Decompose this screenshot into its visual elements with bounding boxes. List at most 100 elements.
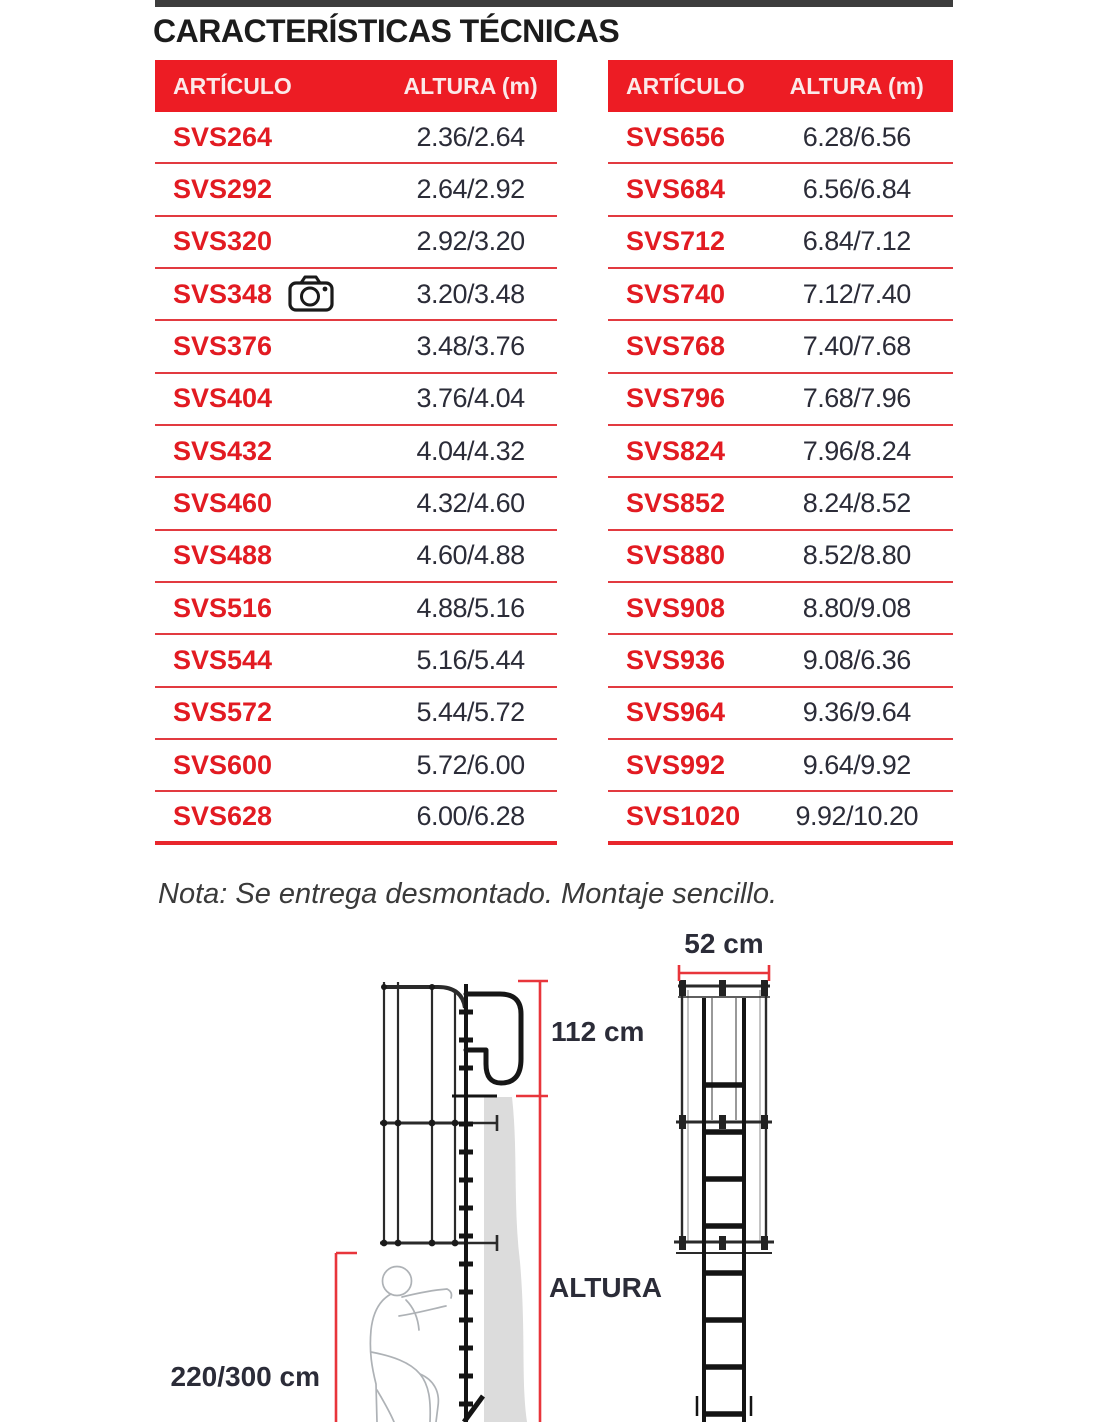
- table-row: SVS600 5.72/6.00: [155, 740, 557, 793]
- front-view-ladder: [695, 998, 753, 1422]
- article-cell: SVS964: [608, 697, 781, 728]
- table-body: SVS656 6.28/6.56 SVS684 6.56/6.84 SVS712…: [608, 112, 953, 845]
- article-cell: SVS516: [155, 593, 384, 624]
- table-header: ARTÍCULO ALTURA (m): [155, 60, 557, 112]
- row-height-value: 3.76/4.04: [416, 383, 526, 414]
- column-header-height: ALTURA (m): [789, 72, 924, 99]
- cage-connectors: [380, 984, 459, 1247]
- article-label: SVS320: [173, 226, 273, 257]
- spec-table-right: ARTÍCULO ALTURA (m) SVS656 6.28/6.56 SVS…: [608, 60, 953, 845]
- table-row: SVS852 8.24/8.52: [608, 478, 953, 531]
- table-row: SVS880 8.52/8.80: [608, 531, 953, 584]
- wall-shape: [484, 1097, 527, 1422]
- article-cell: SVS824: [608, 436, 781, 467]
- row-height-value: 6.00/6.28: [416, 801, 526, 832]
- article-label: SVS264: [173, 121, 273, 152]
- cage-width-label: 52 cm: [684, 928, 763, 959]
- row-height-value: 6.28/6.56: [802, 121, 912, 152]
- table-row: SVS796 7.68/7.96: [608, 374, 953, 427]
- row-height-value: 6.84/7.12: [802, 226, 912, 257]
- article-cell: SVS600: [155, 750, 384, 781]
- table-row: SVS628 6.00/6.28: [155, 792, 557, 845]
- article-label: SVS908: [626, 592, 726, 623]
- article-label: SVS516: [173, 592, 273, 623]
- article-label: SVS796: [626, 383, 726, 414]
- article-label: SVS740: [626, 278, 726, 309]
- article-label: SVS1020: [626, 801, 741, 832]
- article-label: SVS824: [626, 435, 726, 466]
- row-height-value: 2.36/2.64: [416, 121, 526, 152]
- table-body: SVS264 2.36/2.64 SVS292 2.64/2.92 SVS320…: [155, 112, 557, 845]
- article-label: SVS292: [173, 174, 273, 205]
- article-cell: SVS936: [608, 645, 781, 676]
- table-row: SVS908 8.80/9.08: [608, 583, 953, 636]
- table-row: SVS404 3.76/4.04: [155, 374, 557, 427]
- article-cell: SVS628: [155, 801, 384, 832]
- side-view-cage: [380, 982, 499, 1251]
- article-cell: SVS992: [608, 750, 781, 781]
- row-height-value: 7.40/7.68: [802, 331, 912, 362]
- row-height-value: 9.08/6.36: [802, 645, 912, 676]
- table-row: SVS712 6.84/7.12: [608, 217, 953, 270]
- top-rule: [155, 0, 953, 7]
- article-label: SVS376: [173, 331, 273, 362]
- table-row: SVS292 2.64/2.92: [155, 164, 557, 217]
- row-height-value: 7.96/8.24: [802, 435, 912, 466]
- row-height-value: 7.68/7.96: [802, 383, 912, 414]
- article-cell: SVS488: [155, 540, 384, 571]
- row-height-value: 4.88/5.16: [416, 592, 526, 623]
- side-view-ladder: [452, 984, 497, 1422]
- row-height-value: 4.60/4.88: [416, 540, 526, 571]
- article-label: SVS712: [626, 226, 726, 257]
- article-label: SVS992: [626, 749, 726, 780]
- article-label: SVS768: [626, 331, 726, 362]
- table-row: SVS320 2.92/3.20: [155, 217, 557, 270]
- article-cell: SVS376: [155, 331, 384, 362]
- table-row: SVS684 6.56/6.84: [608, 164, 953, 217]
- article-cell: SVS572: [155, 697, 384, 728]
- article-cell: SVS432: [155, 436, 384, 467]
- article-label: SVS964: [626, 697, 726, 728]
- row-height-value: 5.16/5.44: [416, 645, 526, 676]
- column-header-height: ALTURA (m): [403, 72, 538, 99]
- article-label: SVS348: [173, 278, 273, 309]
- table-row: SVS740 7.12/7.40: [608, 269, 953, 322]
- article-cell: SVS656: [608, 122, 781, 153]
- total-height-label: ALTURA: [549, 1272, 662, 1303]
- article-label: SVS684: [626, 174, 726, 205]
- row-height-value: 6.56/6.84: [802, 174, 912, 205]
- article-label: SVS880: [626, 540, 726, 571]
- table-row: SVS264 2.36/2.64: [155, 112, 557, 165]
- article-label: SVS404: [173, 383, 273, 414]
- camera-icon[interactable]: [288, 275, 334, 313]
- table-row: SVS376 3.48/3.76: [155, 321, 557, 374]
- article-cell: SVS404: [155, 383, 384, 414]
- table-row: SVS516 4.88/5.16: [155, 583, 557, 636]
- table-row: SVS488 4.60/4.88: [155, 531, 557, 584]
- article-label: SVS544: [173, 645, 273, 676]
- article-cell: SVS460: [155, 488, 384, 519]
- page-title: CARACTERÍSTICAS TÉCNICAS: [153, 13, 620, 49]
- table-row: SVS824 7.96/8.24: [608, 426, 953, 479]
- article-cell: SVS1020: [608, 801, 781, 832]
- article-label: SVS488: [173, 540, 273, 571]
- article-cell: SVS768: [608, 331, 781, 362]
- table-row: SVS460 4.32/4.60: [155, 478, 557, 531]
- row-height-value: 9.92/10.20: [795, 801, 919, 832]
- table-row: SVS768 7.40/7.68: [608, 321, 953, 374]
- article-label: SVS572: [173, 697, 273, 728]
- row-height-value: 4.04/4.32: [416, 435, 526, 466]
- table-row: SVS964 9.36/9.64: [608, 688, 953, 741]
- article-cell: SVS908: [608, 593, 781, 624]
- article-label: SVS600: [173, 749, 273, 780]
- article-label: SVS432: [173, 435, 273, 466]
- article-label: SVS628: [173, 801, 273, 832]
- article-cell: SVS852: [608, 488, 781, 519]
- article-cell: SVS712: [608, 226, 781, 257]
- row-height-value: 5.44/5.72: [416, 697, 526, 728]
- article-cell: SVS684: [608, 174, 781, 205]
- base-clearance-label: 220/300 cm: [171, 1361, 320, 1392]
- article-cell: SVS348: [155, 275, 384, 313]
- article-cell: SVS796: [608, 383, 781, 414]
- row-height-value: 9.36/9.64: [802, 697, 912, 728]
